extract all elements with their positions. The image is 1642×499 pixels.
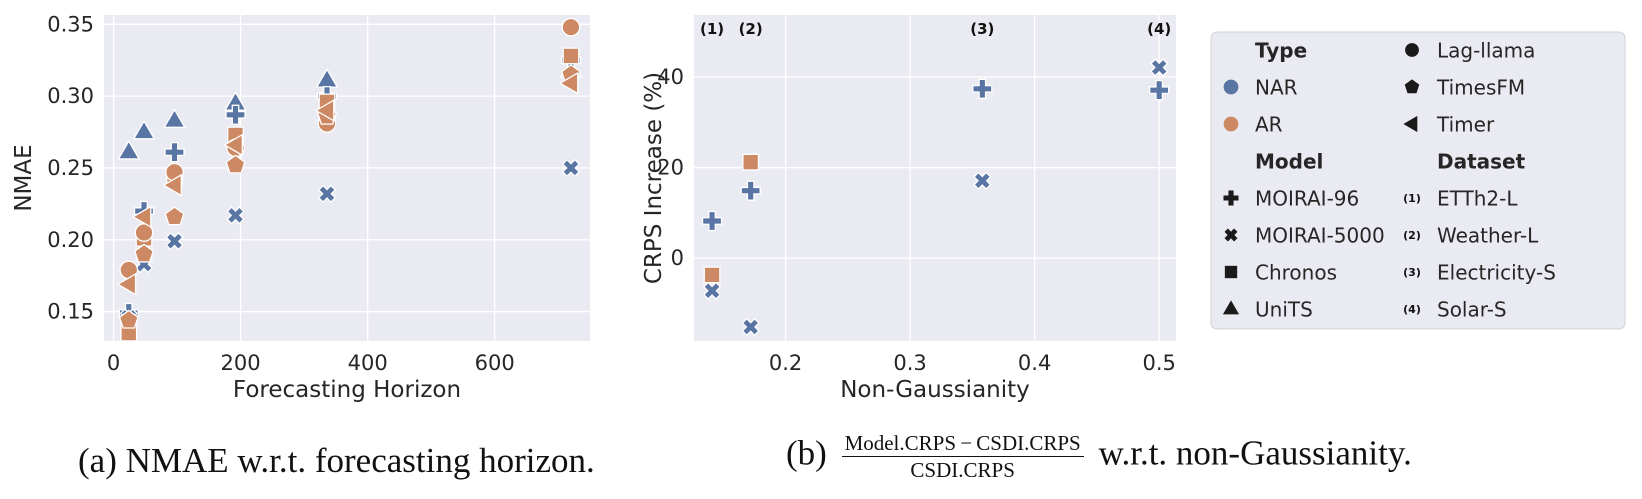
data-point-b-moirai-96 <box>740 180 761 201</box>
legend-header-dataset: Dataset <box>1437 150 1526 174</box>
legend-marker-timesfm <box>1404 79 1420 94</box>
figure: 0 200 400 6000.150.200.250.300.35Forecastin… <box>11 12 1626 403</box>
legend-label-weather-l: Weather-L <box>1437 224 1539 248</box>
legend-label-etth2-l: ETTh2-L <box>1437 187 1518 211</box>
plot-area-a <box>104 15 590 341</box>
legend-label-lag-llama: Lag-llama <box>1437 39 1535 63</box>
data-point-b-chronos <box>703 266 721 284</box>
legend-label-timer: Timer <box>1436 113 1495 137</box>
y-tick-label-b: 40 <box>657 65 684 89</box>
data-point-a-units <box>132 119 156 140</box>
legend-marker-moirai-96 <box>1223 190 1239 206</box>
legend-marker-units <box>1222 300 1240 315</box>
data-point-a-timesfm <box>164 206 185 226</box>
data-point-a-timesfm <box>134 243 155 263</box>
y-tick-label-a: 0.35 <box>47 12 94 36</box>
data-point-b-moirai-96 <box>701 210 723 232</box>
x-tick-label-b: 0.3 <box>893 351 926 375</box>
y-tick-label-a: 0.25 <box>47 156 94 180</box>
x-tick-label-b: 0.2 <box>769 351 802 375</box>
x-tick-label-a: 400 <box>348 351 388 375</box>
legend-label-electricity-s: Electricity-S <box>1437 261 1556 285</box>
data-point-a-timer <box>131 205 152 229</box>
y-axis-label-b: CRPS Increase (%) <box>641 72 667 284</box>
legend-label-chronos: Chronos <box>1255 261 1337 285</box>
legend-dataset-tag: (2) <box>1403 229 1421 242</box>
caption-b-numerator: Model.CRPS − CSDI.CRPS <box>841 431 1084 458</box>
legend-label-units: UniTS <box>1255 298 1313 322</box>
y-tick-label-b: 20 <box>657 156 684 180</box>
legend-marker-timer <box>1403 115 1418 133</box>
legend-dataset-tag: (4) <box>1403 303 1421 316</box>
data-point-b-moirai-96 <box>1149 80 1170 101</box>
dataset-annotation-4: (4) <box>1147 20 1171 38</box>
x-axis-label-b: Non-Gaussianity <box>840 377 1030 403</box>
legend-label-moirai-96: MOIRAI-96 <box>1255 187 1359 211</box>
data-point-a-timer <box>314 99 335 122</box>
x-tick-label-b: 0.5 <box>1142 351 1175 375</box>
data-point-a-units <box>163 108 186 128</box>
legend-box <box>1210 31 1626 330</box>
legend-label-moirai-5000: MOIRAI-5000 <box>1255 224 1385 248</box>
legend-header-type: Type <box>1255 39 1307 63</box>
legend-marker-lag-llama <box>1405 43 1419 57</box>
x-tick-label-a: 600 <box>475 351 515 375</box>
plot-area-b <box>694 15 1176 341</box>
data-point-a-timer <box>223 133 243 157</box>
data-point-a-moirai-96 <box>225 104 246 125</box>
legend-label-solar-s: Solar-S <box>1437 298 1507 322</box>
data-point-b-chronos <box>742 153 760 171</box>
legend-label-ar: AR <box>1255 113 1283 137</box>
legend-dataset-tag: (3) <box>1403 266 1421 279</box>
data-point-b-moirai-5000 <box>1150 58 1169 77</box>
data-point-a-lag-llama <box>561 17 581 37</box>
data-point-a-timer <box>162 173 182 197</box>
data-point-b-moirai-96 <box>972 78 993 99</box>
y-tick-label-a: 0.15 <box>47 300 94 324</box>
data-point-a-units <box>117 139 141 160</box>
legend-marker-ar <box>1223 116 1239 132</box>
legend-marker-chronos <box>1224 265 1238 279</box>
caption-b-prefix: (b) <box>786 433 827 473</box>
data-point-a-moirai-5000 <box>165 232 184 251</box>
data-point-a-timesfm <box>118 309 139 329</box>
dataset-annotation-3: (3) <box>970 20 994 38</box>
dataset-annotation-1: (1) <box>700 20 724 38</box>
x-tick-label-b: 0.4 <box>1018 351 1051 375</box>
legend-marker-nar <box>1223 79 1239 95</box>
data-point-a-moirai-96 <box>164 142 185 163</box>
legend-dataset-tag: (1) <box>1403 192 1421 205</box>
y-tick-label-a: 0.30 <box>47 84 94 108</box>
legend: Type NAR AR Model MOIRAI-96 MOIRAI-5000 Chrono… <box>1210 31 1626 330</box>
legend-label-timesfm: TimesFM <box>1436 76 1525 100</box>
data-point-a-timer <box>116 272 137 296</box>
data-point-a-chronos <box>562 47 580 65</box>
panel-b-crps-vs-nongaussianity: 0.2 0.3 0.4 0.5 0 20 40 Non-Gaussianity CRPS Inc… <box>641 15 1176 403</box>
y-tick-label-a: 0.20 <box>47 228 94 252</box>
data-point-a-timer <box>558 71 579 95</box>
legend-header-model: Model <box>1255 150 1323 174</box>
data-point-a-moirai-5000 <box>561 158 581 178</box>
caption-a-text: (a) NMAE w.r.t. forecasting horizon. <box>78 441 595 480</box>
x-axis-label-a: Forecasting Horizon <box>233 377 461 403</box>
data-point-a-timesfm <box>225 154 246 174</box>
x-tick-label-a: 0 <box>107 351 120 375</box>
x-tick-label-a: 200 <box>221 351 261 375</box>
data-point-b-moirai-5000 <box>973 171 992 190</box>
y-axis-label-a: NMAE <box>11 144 37 211</box>
caption-b-suffix: w.r.t. non-Gaussianity. <box>1098 433 1412 473</box>
legend-label-nar: NAR <box>1255 76 1298 100</box>
y-tick-label-b: 0 <box>671 246 684 270</box>
data-point-b-moirai-5000 <box>741 317 760 337</box>
caption-a: (a) NMAE w.r.t. forecasting horizon. <box>78 441 595 481</box>
caption-b: (b) Model.CRPS − CSDI.CRPS CSDI.CRPS w.r… <box>786 431 1412 482</box>
data-point-a-moirai-5000 <box>317 184 337 203</box>
dataset-annotation-2: (2) <box>739 20 763 38</box>
caption-b-denominator: CSDI.CRPS <box>910 458 1015 483</box>
panel-a-nmae-vs-horizon: 0 200 400 600 0.15 0.20 0.25 0.30 0.35 Forecastin… <box>11 12 590 403</box>
legend-marker-moirai-5000 <box>1224 228 1238 242</box>
data-point-a-moirai-5000 <box>226 206 245 225</box>
caption-b-fraction: Model.CRPS − CSDI.CRPS CSDI.CRPS <box>841 431 1084 483</box>
